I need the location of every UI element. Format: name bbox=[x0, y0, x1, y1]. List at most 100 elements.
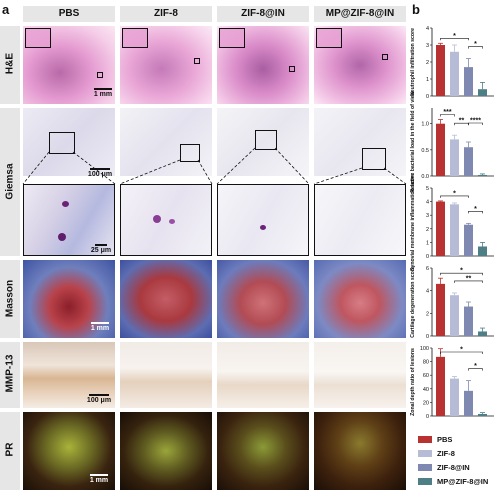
giemsa-low-tile-mp-zif8-in bbox=[314, 108, 406, 176]
chart-1-sig-bracket-0 bbox=[440, 114, 455, 117]
chart-3-ytick-label-1: 2 bbox=[426, 311, 429, 317]
row-bg-masson bbox=[0, 260, 20, 338]
chart-2-bar-2 bbox=[464, 224, 473, 256]
legend-item-zif8-in: ZIF-8@IN bbox=[418, 460, 498, 474]
column-header-mp-zif8-in: MP@ZIF-8@IN bbox=[314, 6, 406, 22]
chart-2-ytick-label-2: 2 bbox=[426, 227, 429, 233]
chart-4-ytick-label-3: 60 bbox=[423, 373, 429, 379]
chart-2-ylabel: Synovial membrane inflammation score bbox=[410, 173, 416, 271]
chart-2-ytick-label-1: 1 bbox=[426, 240, 429, 246]
row-label-pr: PR bbox=[4, 442, 16, 457]
chart-0-ytick-label-2: 2 bbox=[426, 60, 429, 66]
chart-1-sig-bracket-2 bbox=[468, 122, 483, 125]
chart-0-bar-3 bbox=[478, 89, 487, 96]
chart-3-sig-label-0: * bbox=[460, 268, 463, 275]
chart-3-ytick-label-0: 0 bbox=[426, 334, 429, 340]
legend-swatch-zif8 bbox=[418, 449, 432, 457]
giemsa-high-tile-zif8-in bbox=[217, 184, 309, 256]
scale-bar-giemsa-high: 25 μm bbox=[88, 244, 114, 254]
chart-0-bar-1 bbox=[450, 51, 459, 96]
chart-3-ylabel: Cartilage degeneration score bbox=[410, 266, 416, 338]
chart-3-bar-0 bbox=[436, 283, 445, 336]
pr-tile-zif8-in bbox=[217, 412, 309, 490]
giemsa-low-tile-zif8-in bbox=[217, 108, 309, 176]
legend-swatch-mp-zif8-in bbox=[418, 477, 432, 485]
chart-1-ytick-label-2: 1.0 bbox=[421, 122, 429, 128]
legend: PBS ZIF-8 ZIF-8@IN MP@ZIF-8@IN bbox=[418, 432, 498, 488]
chart-4-bar-0 bbox=[436, 356, 445, 416]
chart-3-bar-2 bbox=[464, 306, 473, 336]
chart-2-sig-label-0: * bbox=[453, 190, 456, 197]
pr-tile-pbs bbox=[23, 412, 115, 490]
chart-2-sig-bracket-1 bbox=[468, 211, 483, 214]
chart-4-ytick-label-2: 40 bbox=[423, 387, 429, 393]
masson-tile-mp-zif8-in bbox=[314, 260, 406, 338]
scale-bar-pr: 1 mm bbox=[86, 474, 112, 484]
legend-label-pbs: PBS bbox=[437, 434, 453, 444]
chart-4-ylabel: Zonal depth ratio of lesions bbox=[410, 348, 416, 416]
mmp13-tile-zif8 bbox=[120, 342, 212, 408]
chart-4-sig-bracket-1 bbox=[468, 368, 483, 371]
scale-bar-masson: 1 mm bbox=[88, 322, 112, 332]
chart-2-ytick-label-3: 3 bbox=[426, 213, 429, 219]
chart-4-sig-label-0: * bbox=[460, 347, 463, 354]
chart-4-sig-bracket-0 bbox=[440, 351, 483, 354]
chart-4-sig-label-1: * bbox=[474, 363, 477, 370]
giemsa-high-tile-zif8 bbox=[120, 184, 212, 256]
he-tile-pbs bbox=[23, 26, 115, 104]
zoom-connectors bbox=[22, 147, 407, 185]
chart-2-bar-3 bbox=[478, 246, 487, 256]
mmp13-tile-mp-zif8-in bbox=[314, 342, 406, 408]
chart-1-sig-label-2: **** bbox=[470, 118, 481, 125]
chart-1-ytick-label-0: 0.0 bbox=[421, 174, 429, 180]
legend-label-zif8: ZIF-8 bbox=[437, 448, 455, 458]
mmp13-tile-zif8-in bbox=[217, 342, 309, 408]
legend-label-zif8-in: ZIF-8@IN bbox=[437, 462, 470, 472]
legend-swatch-pbs bbox=[418, 435, 432, 443]
column-header-zif8-in: ZIF-8@IN bbox=[217, 6, 309, 22]
chart-1-bar-1 bbox=[450, 139, 459, 176]
chart-4-bar-2 bbox=[464, 390, 473, 416]
scale-bar-he: 1 mm bbox=[92, 88, 114, 98]
chart-0-bar-0 bbox=[436, 45, 445, 96]
chart-1-bar-2 bbox=[464, 147, 473, 176]
panel-a-letter: a bbox=[2, 2, 10, 17]
chart-4-ytick-label-5: 100 bbox=[420, 346, 429, 352]
he-tile-mp-zif8-in bbox=[314, 26, 406, 104]
chart-0-ytick-label-0: 0 bbox=[426, 94, 429, 100]
chart-3-sig-bracket-1 bbox=[454, 280, 483, 283]
chart-0-ytick-label-3: 3 bbox=[426, 43, 429, 49]
chart-2-sig-bracket-0 bbox=[440, 195, 469, 198]
mmp13-tile-pbs bbox=[23, 342, 115, 408]
chart-0-ytick-label-1: 1 bbox=[426, 77, 429, 83]
chart-2-bar-0 bbox=[436, 201, 445, 256]
row-label-masson: Masson bbox=[4, 279, 16, 318]
scale-bar-mmp13: 100 μm bbox=[84, 394, 114, 404]
row-bg-he bbox=[0, 26, 20, 104]
chart-3-sig-label-1: ** bbox=[466, 275, 472, 282]
chart-0-ylabel: Neutrophil infiltration score bbox=[410, 28, 416, 96]
chart-4-ytick-label-4: 80 bbox=[423, 360, 429, 366]
chart-3-bar-3 bbox=[478, 331, 487, 336]
row-bg-pr bbox=[0, 412, 20, 490]
panel-b-letter: b bbox=[412, 2, 420, 17]
legend-label-mp-zif8-in: MP@ZIF-8@IN bbox=[437, 476, 489, 486]
chart-2-ytick-label-5: 5 bbox=[426, 186, 429, 192]
chart-1-ytick-label-1: 0.5 bbox=[421, 148, 429, 154]
chart-0-ytick-label-4: 4 bbox=[426, 26, 429, 32]
legend-item-zif8: ZIF-8 bbox=[418, 446, 498, 460]
row-bg-giemsa bbox=[0, 108, 20, 256]
chart-1-bar-0 bbox=[436, 123, 445, 176]
he-tile-zif8-in bbox=[217, 26, 309, 104]
chart-1-bar-3 bbox=[478, 174, 487, 176]
row-bg-mmp13 bbox=[0, 342, 20, 408]
legend-item-mp-zif8-in: MP@ZIF-8@IN bbox=[418, 474, 498, 488]
chart-2-bar-1 bbox=[450, 204, 459, 256]
giemsa-high-tile-mp-zif8-in bbox=[314, 184, 406, 256]
chart-3-ytick-label-2: 4 bbox=[426, 289, 429, 295]
chart-4-ytick-label-1: 20 bbox=[423, 400, 429, 406]
he-tile-zif8 bbox=[120, 26, 212, 104]
pr-tile-mp-zif8-in bbox=[314, 412, 406, 490]
masson-tile-zif8 bbox=[120, 260, 212, 338]
chart-4-ytick-label-0: 0 bbox=[426, 414, 429, 420]
